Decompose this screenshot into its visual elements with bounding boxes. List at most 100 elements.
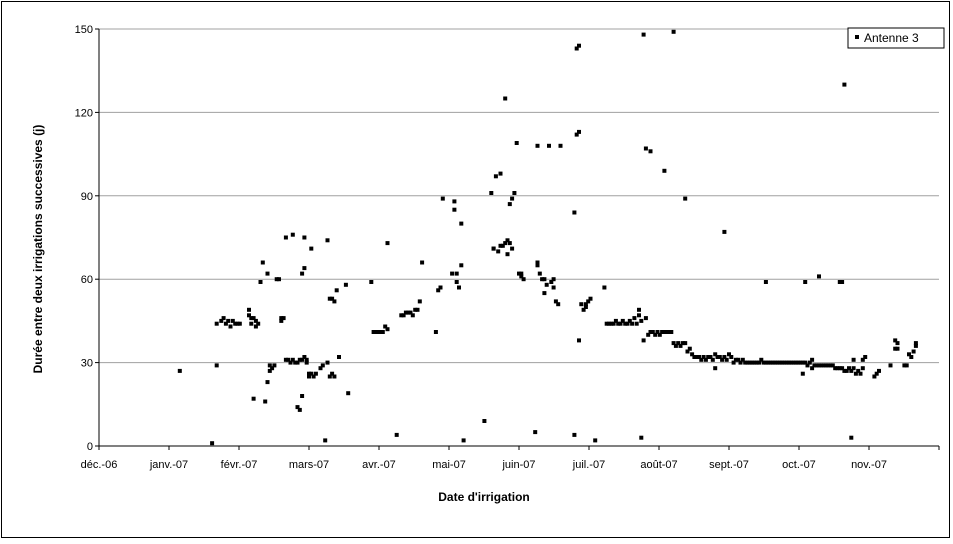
data-point [757,360,761,365]
data-point [720,357,725,362]
data-point [302,266,307,271]
data-point [417,299,422,304]
data-point [646,332,651,337]
data-point [907,352,911,357]
data-point [840,280,845,284]
data-point [482,419,487,423]
data-point [228,324,233,329]
data-point [627,318,632,323]
data-point [489,191,494,195]
x-tick-label: juil.-07 [572,459,605,471]
gridlines [99,28,939,364]
data-point [401,313,406,318]
data-point [860,366,865,371]
data-point [835,366,840,371]
legend-box [847,27,945,49]
data-point [302,235,307,240]
legend: Antenne 3 [847,27,945,49]
data-point [710,357,715,362]
data-point [510,196,515,201]
data-point [332,299,337,304]
data-point [380,330,385,334]
data-point [724,357,729,362]
data-point [856,368,861,373]
data-point [810,357,815,362]
data-point [281,316,286,321]
data-point [722,355,727,359]
data-point [909,355,914,359]
data-point [826,363,831,368]
y-tick-label: 120 [75,107,93,119]
data-point [620,318,625,323]
data-point [270,366,275,371]
data-point [780,360,785,365]
data-point [632,316,637,321]
data-point [461,438,466,443]
data-point [667,330,671,334]
data-point [408,310,413,315]
data-point [330,371,335,376]
data-point [641,338,646,343]
data-point [279,318,284,323]
data-point [318,366,323,371]
data-point [577,43,581,48]
data-point [752,360,757,365]
data-point [436,288,441,293]
data-point [533,430,538,435]
data-point [385,327,390,332]
data-point [410,313,415,318]
data-point [888,363,893,368]
x-tick-label: oct.-07 [782,459,816,471]
data-point [796,360,801,365]
data-point [253,318,258,323]
data-point [454,271,459,276]
data-point [733,357,738,362]
data-point [775,360,780,365]
data-point [373,330,378,334]
data-point [452,199,457,204]
data-point [680,341,685,346]
data-point [551,277,556,282]
data-point [902,363,907,368]
data-point [766,360,771,365]
data-point [814,363,819,368]
data-point [535,143,540,148]
data-point [343,282,348,287]
data-point [406,310,411,315]
data-point [542,291,547,296]
data-point [657,332,662,337]
data-point [701,355,706,359]
data-point [842,82,847,87]
data-point [574,132,579,137]
data-point [249,321,254,326]
data-point [687,346,692,351]
data-point [230,318,235,323]
x-tick-label: juin-07 [501,459,535,471]
data-point [625,321,630,326]
data-point [385,241,390,246]
data-point [581,307,586,312]
data-point [247,313,251,318]
data-point [459,263,464,268]
data-point [851,366,856,371]
data-point [664,330,669,334]
data-point [214,321,219,326]
data-point [893,338,898,343]
data-point [300,394,305,398]
data-point [551,285,556,290]
data-point [507,241,512,246]
x-tick-label: avr.-07 [362,459,396,471]
data-point [267,368,272,373]
data-point [650,330,655,334]
data-point [313,371,318,376]
data-point [685,349,690,354]
data-point [307,374,311,379]
data-point [823,363,828,368]
data-point [840,366,845,371]
data-point [715,355,720,359]
data-point [214,363,219,368]
data-point [683,341,688,346]
data-point [256,321,261,326]
data-point [535,263,540,268]
data-point [505,238,510,243]
